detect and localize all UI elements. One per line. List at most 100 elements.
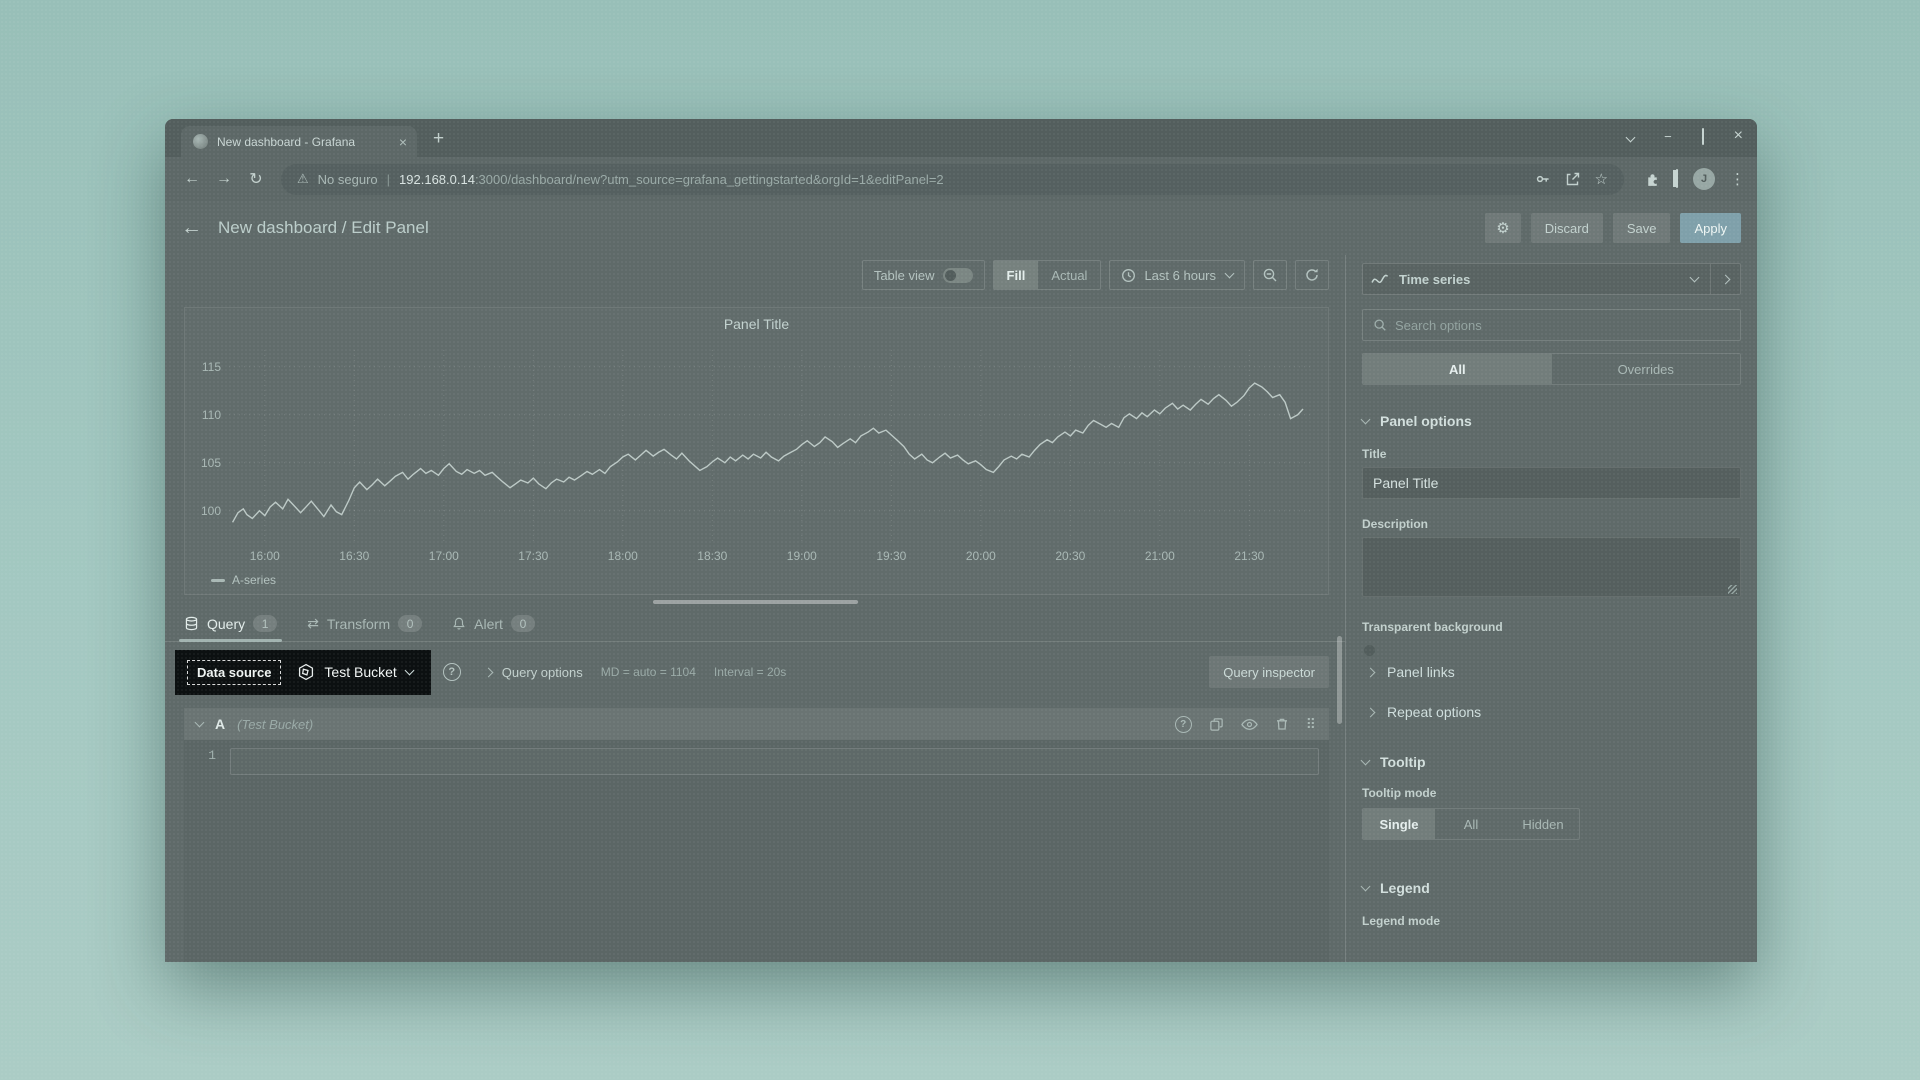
- interval-value: Interval = 20s: [713, 665, 787, 679]
- chevron-down-icon: [1360, 755, 1371, 766]
- series-line: [233, 383, 1303, 522]
- main-scrollbar[interactable]: [1337, 636, 1342, 724]
- browser-menu-icon[interactable]: ⋮: [1730, 171, 1745, 188]
- chevron-right-icon: [483, 667, 494, 677]
- panel-title-input[interactable]: [1362, 467, 1741, 499]
- back-to-dashboard-button[interactable]: ←: [181, 216, 202, 239]
- resize-handle-bar[interactable]: [652, 599, 858, 604]
- duplicate-query-icon[interactable]: [1209, 717, 1224, 732]
- tab-query[interactable]: Query 1: [178, 615, 283, 642]
- editor-input-line[interactable]: [230, 748, 1319, 775]
- refresh-button[interactable]: [1295, 260, 1329, 290]
- tab-close-icon[interactable]: ×: [398, 133, 407, 150]
- datasource-help-button[interactable]: ?: [442, 663, 461, 681]
- table-view-toggle[interactable]: [942, 267, 973, 283]
- side-panel-icon[interactable]: [1676, 169, 1678, 188]
- profile-avatar[interactable]: J: [1693, 168, 1715, 190]
- options-search-input[interactable]: [1395, 317, 1730, 333]
- url-host: 192.168.0.14: [399, 171, 475, 187]
- search-icon: [1374, 319, 1386, 331]
- page-title: New dashboard / Edit Panel: [218, 218, 429, 237]
- filter-tab-all[interactable]: All: [1363, 354, 1552, 384]
- actual-option[interactable]: Actual: [1051, 267, 1088, 283]
- y-axis-tick-label: 110: [201, 407, 221, 422]
- options-search[interactable]: [1362, 309, 1741, 341]
- table-view-label: Table view: [873, 267, 935, 283]
- legend-heading: Legend: [1380, 880, 1430, 896]
- tab-transform[interactable]: ⇄ Transform 0: [307, 615, 423, 641]
- tooltip-section-header[interactable]: Tooltip: [1360, 754, 1741, 770]
- url-path: :3000/dashboard/new?utm_source=grafana_g…: [474, 171, 944, 187]
- panel-options-section-header[interactable]: Panel options: [1360, 413, 1741, 429]
- window-minimize-button[interactable]: −: [1664, 128, 1672, 144]
- discard-button[interactable]: Discard: [1530, 213, 1603, 243]
- fill-option[interactable]: Fill: [993, 261, 1039, 289]
- panel-title[interactable]: Panel Title: [723, 316, 790, 332]
- y-axis-tick-label: 105: [200, 455, 221, 470]
- chart-plot[interactable]: 16:00 16:30 17:00 17:30 18:00 18:30 19:00 19:30…: [229, 350, 1312, 563]
- chevron-right-icon: [1365, 667, 1376, 677]
- collapse-chevron-icon[interactable]: [194, 717, 205, 728]
- query-help-icon[interactable]: ?: [1174, 715, 1192, 733]
- window-menu-chevron-icon[interactable]: [1625, 129, 1636, 144]
- x-axis-tick-label: 18:30: [697, 549, 728, 563]
- browser-tabstrip: New dashboard - Grafana × + − ×: [165, 119, 1757, 157]
- query-row-card: A (Test Bucket) ?: [184, 708, 1329, 962]
- panel-links-section[interactable]: Panel links: [1362, 664, 1741, 680]
- visualization-value: Time series: [1399, 271, 1471, 287]
- tab-title: New dashboard - Grafana: [217, 134, 356, 149]
- share-icon[interactable]: [1565, 171, 1581, 187]
- zoom-out-button[interactable]: [1253, 260, 1287, 290]
- window-close-button[interactable]: ×: [1733, 127, 1743, 144]
- datasource-picker[interactable]: Test Bucket: [297, 663, 415, 681]
- table-view-control: Table view: [861, 260, 985, 290]
- panel-settings-gear-button[interactable]: ⚙: [1485, 213, 1521, 243]
- panel-description-textarea[interactable]: [1362, 537, 1741, 597]
- tooltip-mode-single[interactable]: Single: [1363, 809, 1435, 839]
- panel-options-sidebar: Time series All Overrides Panel options: [1345, 255, 1757, 962]
- panel-resize-handle[interactable]: [165, 595, 1345, 608]
- address-bar[interactable]: ⚠ No seguro | 192.168.0.14:3000/dashboar…: [281, 163, 1624, 195]
- repeat-options-section[interactable]: Repeat options: [1362, 704, 1741, 720]
- textarea-resize-handle-icon[interactable]: [1728, 585, 1737, 594]
- y-axis-tick-label: 100: [200, 503, 221, 518]
- key-icon[interactable]: [1535, 171, 1551, 187]
- query-code-editor[interactable]: 1: [184, 740, 1329, 962]
- query-inspector-button[interactable]: Query inspector: [1209, 656, 1329, 688]
- toggle-viz-picker-button[interactable]: [1710, 264, 1740, 294]
- save-button[interactable]: Save: [1612, 213, 1671, 243]
- time-range-label: Last 6 hours: [1144, 267, 1216, 283]
- transform-icon: ⇄: [307, 615, 319, 631]
- security-label[interactable]: No seguro: [317, 171, 378, 187]
- edit-panel-main: Table view Fill Actual Last 6 hours: [165, 255, 1345, 962]
- query-count-badge: 1: [253, 615, 278, 632]
- forward-button[interactable]: →: [216, 170, 232, 187]
- legend-series-label[interactable]: A-series: [232, 573, 277, 587]
- query-options-toggle[interactable]: Query options: [483, 665, 583, 680]
- query-row-header[interactable]: A (Test Bucket) ?: [184, 708, 1329, 740]
- drag-handle-icon[interactable]: ⠿: [1305, 715, 1317, 732]
- hide-query-eye-icon[interactable]: [1240, 718, 1258, 731]
- x-axis-tick-label: 19:00: [786, 549, 817, 563]
- database-icon: [185, 616, 198, 631]
- apply-button[interactable]: Apply: [1680, 213, 1741, 243]
- visualization-picker[interactable]: Time series: [1362, 263, 1741, 295]
- legend-section-header[interactable]: Legend: [1360, 880, 1741, 896]
- browser-tab[interactable]: New dashboard - Grafana ×: [181, 126, 417, 157]
- bookmark-star-icon[interactable]: ☆: [1594, 171, 1608, 188]
- chevron-right-icon: [1365, 707, 1376, 717]
- reload-button[interactable]: ↻: [249, 171, 263, 188]
- tooltip-mode-all[interactable]: All: [1463, 816, 1479, 832]
- tab-alert[interactable]: Alert 0: [452, 615, 535, 641]
- window-maximize-button[interactable]: [1701, 127, 1704, 145]
- title-field-label: Title: [1362, 447, 1387, 461]
- panel-toolbar: Table view Fill Actual Last 6 hours: [165, 255, 1345, 295]
- tooltip-mode-hidden[interactable]: Hidden: [1522, 816, 1564, 832]
- tab-query-label: Query: [207, 615, 246, 632]
- time-range-picker[interactable]: Last 6 hours: [1109, 260, 1245, 290]
- delete-query-trash-icon[interactable]: [1275, 717, 1289, 731]
- extensions-icon[interactable]: [1644, 171, 1661, 188]
- filter-tab-overrides[interactable]: Overrides: [1617, 361, 1674, 377]
- back-button[interactable]: ←: [184, 170, 200, 187]
- new-tab-button[interactable]: +: [433, 128, 445, 149]
